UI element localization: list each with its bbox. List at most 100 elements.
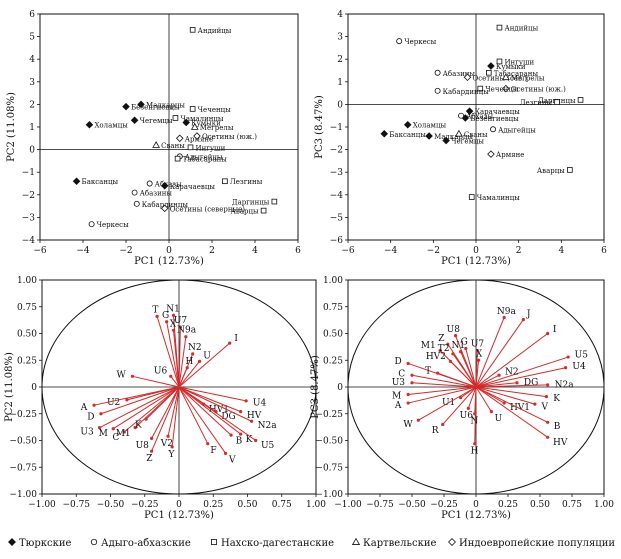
- y-tick-label: 0: [31, 383, 37, 393]
- unit-circle: [41, 279, 317, 495]
- point-label: Осетины (сев.): [472, 74, 527, 82]
- y-tick-label: 0: [29, 146, 35, 156]
- vector-label: R: [432, 426, 439, 436]
- data-point: [260, 207, 267, 214]
- loading-vector-tip: [239, 410, 243, 414]
- x-axis-label: PC1 (12.73%): [144, 510, 214, 521]
- vector-label: I: [234, 334, 238, 344]
- loading-vector: [408, 386, 477, 395]
- loading-vector-tip: [170, 445, 174, 449]
- x-axis-label: PC1 (12.73%): [441, 256, 511, 267]
- y-tick-label: 3: [29, 78, 35, 88]
- loading-vector-tip: [191, 352, 195, 356]
- data-point: [160, 204, 169, 213]
- loading-vector: [93, 386, 180, 406]
- data-point: [187, 144, 194, 151]
- loading-vector-tip: [410, 381, 414, 385]
- data-point: [554, 99, 560, 105]
- scores-pc1-pc3-panel: −6 −4 −2 0 2 4 6 −6 −5 −4 −3 −2 −1 0 1 2 3 4 PC1 (12.73%) P…: [314, 10, 607, 267]
- loading-vector-tip: [206, 442, 210, 446]
- loading-vector-tip: [165, 320, 169, 324]
- loading-vector: [178, 386, 247, 402]
- data-point: [137, 100, 145, 109]
- y-tick-label: 0.25: [17, 356, 37, 366]
- loading-vector: [178, 386, 232, 436]
- loading-vector-tip: [436, 371, 440, 375]
- legend-marker: [448, 538, 456, 546]
- vector-label: U: [203, 351, 211, 361]
- y-tick-label: −2: [330, 146, 343, 156]
- data-point: [434, 87, 441, 94]
- loading-vector-tip: [197, 359, 202, 363]
- y-tick-label: −1: [330, 123, 343, 133]
- legend-item-label: Адыго-абхазские: [101, 538, 191, 549]
- vector-label: G: [461, 338, 468, 348]
- y-tick-label: 4: [337, 10, 343, 20]
- loading-vector-tip: [448, 359, 452, 363]
- vector-label: HV2: [426, 352, 446, 362]
- point-label: Безенгиевцы: [470, 115, 519, 123]
- loading-vector-tip: [150, 449, 154, 453]
- vector-label: C: [112, 433, 119, 443]
- loading-vector-tip: [438, 349, 442, 353]
- data-point: [380, 130, 389, 138]
- data-point: [567, 167, 573, 173]
- vector-label: U3: [392, 378, 406, 388]
- loading-vector-tip: [546, 435, 550, 439]
- loading-vector-tip: [544, 395, 549, 399]
- loading-vector-tip: [178, 325, 182, 329]
- y-tick-label: 0.75: [17, 303, 37, 313]
- data-point: [133, 200, 140, 207]
- point-label: Чеченцы: [198, 106, 231, 114]
- loading-vector-tip: [406, 401, 410, 405]
- loading-vector-tip: [111, 427, 115, 431]
- loading-vector: [474, 386, 477, 444]
- vector-label: U4: [572, 362, 586, 372]
- loading-vector-tip: [125, 398, 129, 402]
- vector-label: F: [210, 446, 216, 456]
- loading-vector-tip: [446, 342, 450, 346]
- y-axis-label: PC3 (8.47%): [314, 95, 325, 159]
- vector-label: U3: [80, 427, 94, 437]
- data-point: [465, 107, 474, 115]
- loading-vector-tip: [566, 355, 570, 359]
- x-tick-label: −2: [427, 246, 440, 256]
- loading-vector-tip: [416, 418, 420, 422]
- point-label: Ингуши: [504, 58, 534, 66]
- loading-vector: [171, 386, 180, 447]
- loading-vector: [442, 386, 477, 425]
- data-point: [174, 155, 181, 162]
- vector-label: N9a: [497, 307, 517, 317]
- data-point: [152, 141, 160, 148]
- y-tick-label: −0.50: [315, 437, 343, 447]
- x-tick-label: 6: [601, 246, 607, 256]
- y-tick-label: −6: [330, 236, 344, 246]
- vector-label: Z: [146, 454, 152, 464]
- x-tick-label: −1.00: [334, 500, 362, 510]
- loading-vector: [475, 360, 480, 388]
- point-label: Холамцы: [413, 122, 447, 130]
- data-point: [189, 106, 196, 112]
- x-tick-label: −6: [341, 246, 355, 256]
- legend-marker: [8, 538, 16, 546]
- legend-marker: [90, 538, 98, 546]
- data-point: [434, 69, 441, 76]
- vector-label: U2: [107, 398, 120, 408]
- vector-label: Y: [168, 450, 176, 460]
- loading-vector: [475, 356, 569, 388]
- loading-vector: [170, 375, 180, 388]
- loading-vector: [145, 386, 180, 420]
- vector-label: U8: [447, 325, 461, 335]
- loading-vector: [460, 351, 477, 388]
- x-tick-label: 0.25: [498, 500, 518, 510]
- point-label: Карачаевцы: [475, 108, 521, 116]
- point-label: Армяне: [185, 135, 213, 143]
- point-label: Андийцы: [504, 25, 538, 33]
- loading-vector: [475, 317, 505, 388]
- vector-label: N: [471, 417, 479, 427]
- point-label: Черкесы: [404, 38, 436, 46]
- data-point: [72, 177, 81, 186]
- point-label: Осетины (юж.): [511, 86, 566, 94]
- loading-vector: [100, 386, 180, 415]
- y-tick-label: −3: [330, 168, 344, 178]
